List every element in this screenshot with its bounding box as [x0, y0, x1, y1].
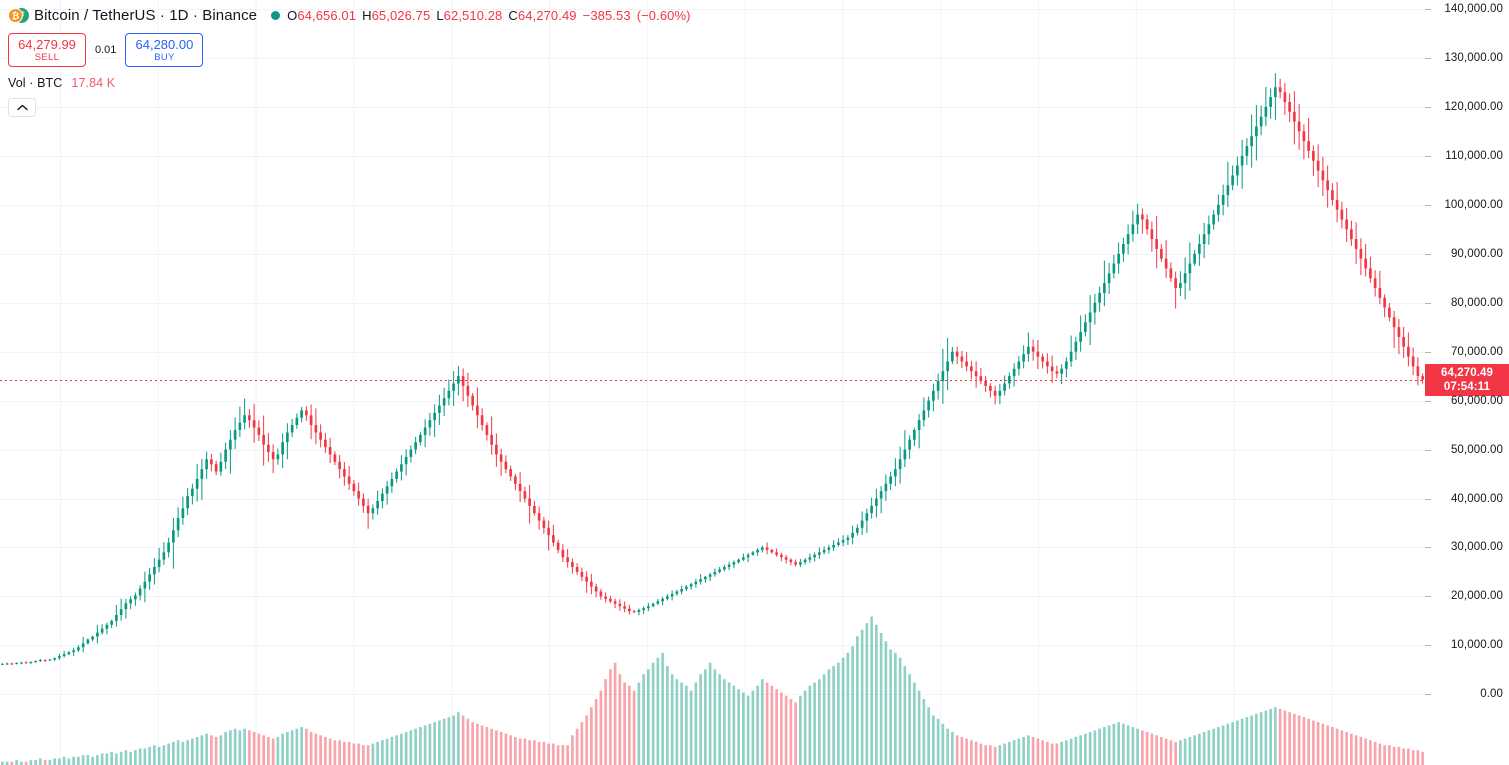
high-value: 65,026.75 — [371, 7, 431, 23]
axis-tick — [1425, 645, 1431, 647]
price-axis-label: 0.00 — [1480, 688, 1503, 701]
low-label: L — [436, 7, 444, 23]
chevron-up-icon — [16, 104, 28, 111]
axis-tick — [1425, 57, 1431, 59]
bar-countdown: 07:54:11 — [1443, 380, 1491, 393]
symbol-title[interactable]: Bitcoin / TetherUS · 1D · Binance — [34, 6, 258, 24]
price-axis-label: 70,000.00 — [1450, 345, 1503, 358]
axis-tick — [1425, 253, 1431, 255]
trade-widget[interactable]: 64,279.99 SELL 0.01 64,280.00 BUY — [8, 33, 760, 67]
price-axis-label: 140,000.00 — [1444, 3, 1503, 15]
axis-tick — [1425, 204, 1431, 206]
chart-legend: ₮ ₿ Bitcoin / TetherUS · 1D · Binance O6… — [0, 0, 760, 117]
ohlc-values: O64,656.01 H65,026.75 L62,510.28 C64,270.49… — [287, 8, 690, 23]
order-quantity[interactable]: 0.01 — [95, 44, 117, 56]
price-axis-label: 50,000.00 — [1450, 443, 1503, 456]
current-price-value: 64,270.49 — [1440, 366, 1494, 379]
buy-button[interactable]: 64,280.00 BUY — [125, 33, 204, 67]
open-label: O — [287, 7, 298, 23]
price-axis-label: 30,000.00 — [1450, 541, 1503, 554]
symbol-logo: ₮ ₿ — [8, 6, 30, 24]
sell-button[interactable]: 64,279.99 SELL — [8, 33, 86, 67]
candlestick-series — [1, 73, 1424, 765]
open-value: 64,656.01 — [297, 7, 357, 23]
price-axis-label: 90,000.00 — [1450, 247, 1503, 260]
price-axis-label: 120,000.00 — [1444, 100, 1503, 113]
price-axis-label: 40,000.00 — [1450, 492, 1503, 505]
axis-tick — [1425, 351, 1431, 353]
axis-tick — [1425, 155, 1431, 157]
sell-label: SELL — [34, 52, 60, 63]
buy-price: 64,280.00 — [135, 37, 194, 52]
price-axis-label: 10,000.00 — [1450, 639, 1503, 652]
volume-legend[interactable]: Vol · BTC 17.84 K — [8, 75, 760, 91]
price-axis[interactable]: 64,270.49 07:54:11 140,000.00 130,000.00 1… — [1425, 0, 1509, 765]
chart-gridlines — [0, 0, 1425, 765]
bitcoin-logo-icon: ₿ — [8, 8, 23, 23]
close-label: C — [508, 7, 518, 23]
axis-tick — [1425, 106, 1431, 108]
change-value: −385.53 — [582, 7, 631, 23]
volume-legend-value: 17.84 K — [71, 76, 116, 90]
axis-tick — [1425, 694, 1431, 696]
change-percent: (−0.60%) — [636, 7, 691, 23]
axis-tick — [1425, 498, 1431, 500]
collapse-legend-button[interactable] — [8, 98, 36, 117]
axis-tick — [1425, 9, 1431, 10]
volume-legend-name: Vol · BTC — [8, 76, 63, 90]
price-axis-label: 110,000.00 — [1445, 149, 1503, 162]
low-value: 62,510.28 — [443, 7, 503, 23]
chart-pane[interactable] — [0, 0, 1425, 765]
sell-price: 64,279.99 — [18, 37, 76, 52]
price-axis-label: 130,000.00 — [1444, 51, 1503, 64]
symbol-title-row[interactable]: ₮ ₿ Bitcoin / TetherUS · 1D · Binance O6… — [8, 4, 760, 26]
axis-tick — [1425, 400, 1431, 402]
high-label: H — [362, 7, 372, 23]
current-price-badge: 64,270.49 07:54:11 — [1425, 363, 1509, 396]
price-axis-label: 60,000.00 — [1450, 394, 1503, 407]
axis-tick — [1425, 596, 1431, 598]
buy-label: BUY — [154, 52, 175, 63]
price-axis-label: 80,000.00 — [1450, 296, 1503, 309]
axis-tick — [1425, 302, 1431, 304]
market-status-dot — [271, 10, 281, 20]
price-axis-label: 100,000.00 — [1444, 198, 1503, 211]
axis-tick — [1425, 547, 1431, 549]
axis-tick — [1425, 449, 1431, 451]
close-value: 64,270.49 — [517, 7, 577, 23]
price-axis-label: 20,000.00 — [1450, 590, 1503, 603]
